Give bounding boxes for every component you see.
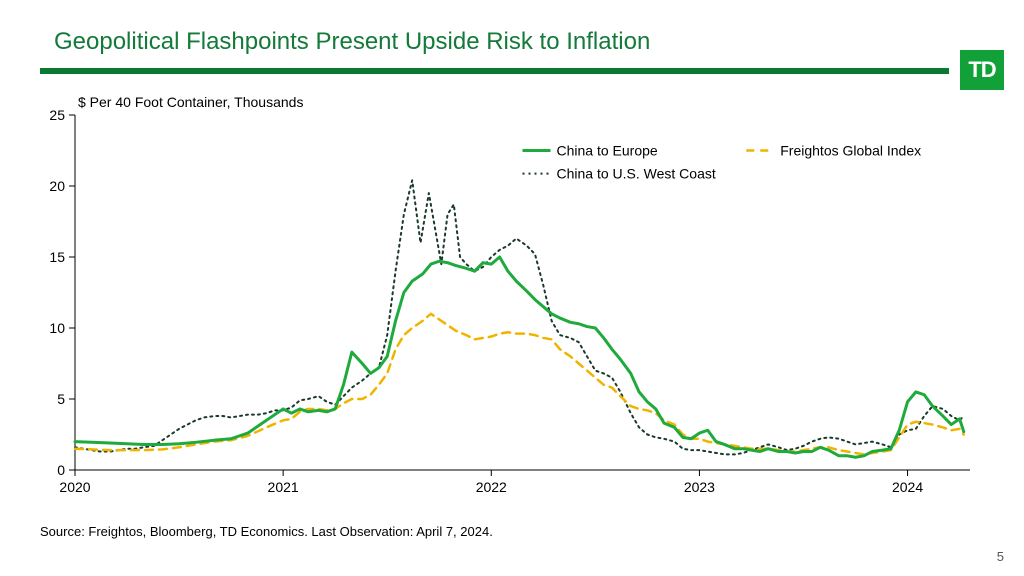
svg-text:25: 25 <box>49 107 65 123</box>
brand-logo-text: TD <box>968 57 995 83</box>
slide-container: Geopolitical Flashpoints Present Upside … <box>0 0 1024 576</box>
svg-text:15: 15 <box>49 249 65 265</box>
series-china_us <box>75 180 964 454</box>
brand-logo: TD <box>960 50 1004 90</box>
svg-text:5: 5 <box>57 391 65 407</box>
svg-text:0: 0 <box>57 462 65 478</box>
legend-freightos: Freightos Global Index <box>780 143 921 159</box>
page-number: 5 <box>997 549 1004 564</box>
series-freightos <box>75 314 964 455</box>
title-underline <box>40 68 949 74</box>
svg-text:2023: 2023 <box>684 479 715 495</box>
series-china_eu <box>75 257 964 457</box>
svg-text:2021: 2021 <box>268 479 299 495</box>
svg-text:2024: 2024 <box>892 479 923 495</box>
svg-text:2022: 2022 <box>476 479 507 495</box>
legend-china_us: China to U.S. West Coast <box>557 166 716 182</box>
chart-area: 0 5 10 15 20 25 2020 2021 2022 2023 2024 China to E… <box>30 105 990 505</box>
svg-text:10: 10 <box>49 320 65 336</box>
slide-title: Geopolitical Flashpoints Present Upside … <box>54 28 650 56</box>
line-chart: 0 5 10 15 20 25 2020 2021 2022 2023 2024 China to E… <box>30 105 990 505</box>
legend-china_eu: China to Europe <box>557 143 658 159</box>
source-note: Source: Freightos, Bloomberg, TD Economi… <box>40 524 493 539</box>
svg-text:2020: 2020 <box>59 479 90 495</box>
svg-text:20: 20 <box>49 178 65 194</box>
